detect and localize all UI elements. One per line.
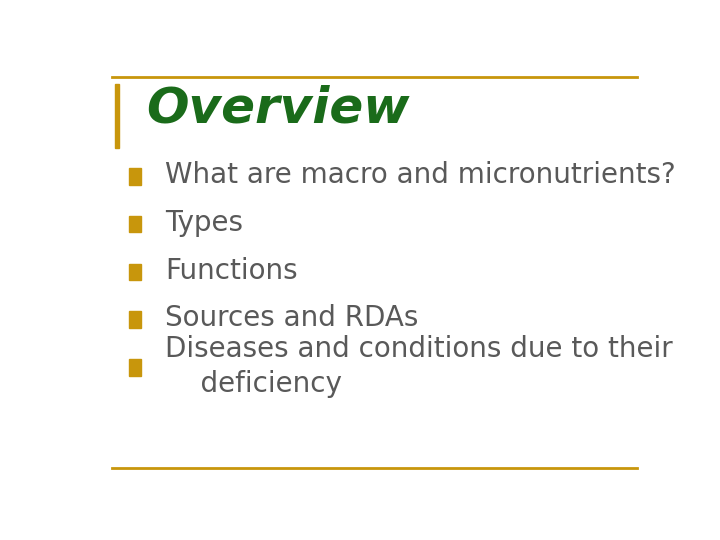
Text: Sources and RDAs: Sources and RDAs (166, 305, 419, 333)
Text: Overview: Overview (145, 84, 409, 132)
Bar (129, 359, 141, 376)
Bar (129, 312, 141, 328)
Bar (129, 168, 141, 185)
Text: Types: Types (166, 209, 243, 237)
Text: Diseases and conditions due to their
    deficiency: Diseases and conditions due to their def… (166, 335, 673, 397)
Text: Functions: Functions (166, 256, 298, 285)
Bar (129, 264, 141, 280)
Bar (129, 216, 141, 232)
Bar (115, 84, 119, 148)
Text: What are macro and micronutrients?: What are macro and micronutrients? (166, 161, 676, 189)
